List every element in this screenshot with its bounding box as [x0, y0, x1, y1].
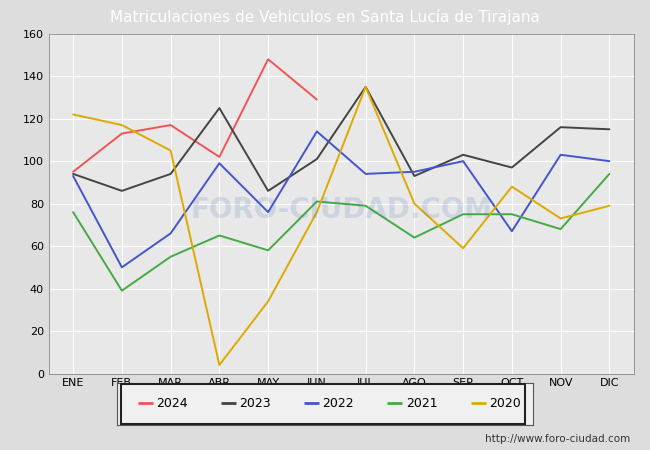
Text: http://www.foro-ciudad.com: http://www.foro-ciudad.com	[486, 434, 630, 444]
Text: 2023: 2023	[239, 397, 271, 410]
Text: Matriculaciones de Vehiculos en Santa Lucía de Tirajana: Matriculaciones de Vehiculos en Santa Lu…	[110, 9, 540, 25]
Text: FORO-CIUDAD.COM: FORO-CIUDAD.COM	[190, 196, 492, 225]
Text: 2020: 2020	[489, 397, 521, 410]
Text: 2022: 2022	[322, 397, 354, 410]
Text: 2024: 2024	[156, 397, 188, 410]
Text: 2021: 2021	[406, 397, 437, 410]
